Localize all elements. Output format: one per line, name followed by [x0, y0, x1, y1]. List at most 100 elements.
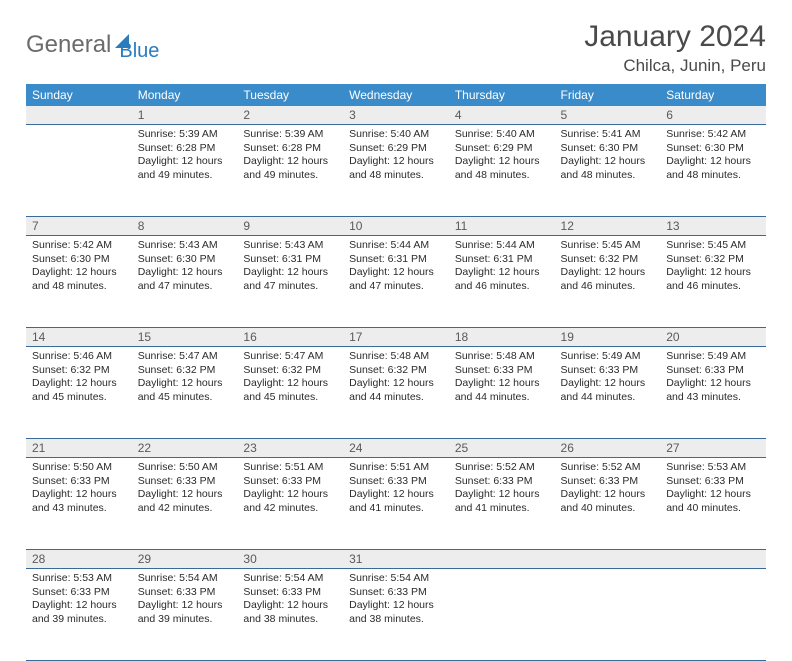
day-body-cell: Sunrise: 5:39 AMSunset: 6:28 PMDaylight:… [237, 125, 343, 217]
day-detail: Sunrise: 5:54 AMSunset: 6:33 PMDaylight:… [132, 569, 238, 633]
day-number-cell: 14 [26, 328, 132, 347]
day-number-cell: 1 [132, 106, 238, 125]
day-number-row: 14151617181920 [26, 328, 766, 347]
day-detail: Sunrise: 5:49 AMSunset: 6:33 PMDaylight:… [555, 347, 661, 411]
day-body-cell: Sunrise: 5:52 AMSunset: 6:33 PMDaylight:… [555, 458, 661, 550]
day-detail: Sunrise: 5:43 AMSunset: 6:30 PMDaylight:… [132, 236, 238, 300]
day-body-cell: Sunrise: 5:47 AMSunset: 6:32 PMDaylight:… [132, 347, 238, 439]
day-number-cell: 3 [343, 106, 449, 125]
logo-text-blue: Blue [119, 40, 159, 63]
day-number-cell: 13 [660, 217, 766, 236]
day-detail: Sunrise: 5:47 AMSunset: 6:32 PMDaylight:… [237, 347, 343, 411]
day-body-cell: Sunrise: 5:50 AMSunset: 6:33 PMDaylight:… [132, 458, 238, 550]
calendar-body: 123456Sunrise: 5:39 AMSunset: 6:28 PMDay… [26, 106, 766, 661]
day-name-header: Monday [132, 84, 238, 106]
day-number-cell: 30 [237, 550, 343, 569]
day-number-cell: 27 [660, 439, 766, 458]
day-body-cell: Sunrise: 5:39 AMSunset: 6:28 PMDaylight:… [132, 125, 238, 217]
day-number-cell: 25 [449, 439, 555, 458]
day-detail: Sunrise: 5:42 AMSunset: 6:30 PMDaylight:… [660, 125, 766, 189]
day-detail: Sunrise: 5:45 AMSunset: 6:32 PMDaylight:… [660, 236, 766, 300]
day-detail: Sunrise: 5:40 AMSunset: 6:29 PMDaylight:… [449, 125, 555, 189]
day-number-cell: 11 [449, 217, 555, 236]
day-detail: Sunrise: 5:51 AMSunset: 6:33 PMDaylight:… [343, 458, 449, 522]
day-number-cell: 12 [555, 217, 661, 236]
day-number-cell: 17 [343, 328, 449, 347]
day-detail: Sunrise: 5:40 AMSunset: 6:29 PMDaylight:… [343, 125, 449, 189]
title-block: January 2024 Chilca, Junin, Peru [584, 20, 766, 76]
day-detail: Sunrise: 5:52 AMSunset: 6:33 PMDaylight:… [555, 458, 661, 522]
day-body-cell: Sunrise: 5:54 AMSunset: 6:33 PMDaylight:… [343, 569, 449, 661]
day-number-row: 78910111213 [26, 217, 766, 236]
day-detail: Sunrise: 5:50 AMSunset: 6:33 PMDaylight:… [26, 458, 132, 522]
day-body-cell: Sunrise: 5:46 AMSunset: 6:32 PMDaylight:… [26, 347, 132, 439]
day-number-cell [555, 550, 661, 569]
day-body-cell: Sunrise: 5:43 AMSunset: 6:30 PMDaylight:… [132, 236, 238, 328]
day-detail: Sunrise: 5:45 AMSunset: 6:32 PMDaylight:… [555, 236, 661, 300]
day-detail: Sunrise: 5:54 AMSunset: 6:33 PMDaylight:… [237, 569, 343, 633]
day-detail: Sunrise: 5:54 AMSunset: 6:33 PMDaylight:… [343, 569, 449, 633]
day-name-header: Sunday [26, 84, 132, 106]
day-number-cell [449, 550, 555, 569]
month-title: January 2024 [584, 20, 766, 54]
day-body-cell [555, 569, 661, 661]
day-detail: Sunrise: 5:44 AMSunset: 6:31 PMDaylight:… [449, 236, 555, 300]
day-number-cell: 4 [449, 106, 555, 125]
day-body-cell: Sunrise: 5:49 AMSunset: 6:33 PMDaylight:… [660, 347, 766, 439]
day-body-cell: Sunrise: 5:53 AMSunset: 6:33 PMDaylight:… [660, 458, 766, 550]
day-detail: Sunrise: 5:42 AMSunset: 6:30 PMDaylight:… [26, 236, 132, 300]
day-number-cell [660, 550, 766, 569]
week-row: Sunrise: 5:46 AMSunset: 6:32 PMDaylight:… [26, 347, 766, 439]
day-detail: Sunrise: 5:46 AMSunset: 6:32 PMDaylight:… [26, 347, 132, 411]
day-body-cell: Sunrise: 5:48 AMSunset: 6:32 PMDaylight:… [343, 347, 449, 439]
day-number-cell: 10 [343, 217, 449, 236]
day-body-cell: Sunrise: 5:48 AMSunset: 6:33 PMDaylight:… [449, 347, 555, 439]
day-body-cell: Sunrise: 5:51 AMSunset: 6:33 PMDaylight:… [343, 458, 449, 550]
day-number-cell: 23 [237, 439, 343, 458]
day-body-cell: Sunrise: 5:44 AMSunset: 6:31 PMDaylight:… [449, 236, 555, 328]
location-text: Chilca, Junin, Peru [584, 56, 766, 76]
day-number-cell: 8 [132, 217, 238, 236]
day-body-cell: Sunrise: 5:40 AMSunset: 6:29 PMDaylight:… [343, 125, 449, 217]
day-number-cell: 24 [343, 439, 449, 458]
day-name-header: Wednesday [343, 84, 449, 106]
day-number-cell: 26 [555, 439, 661, 458]
day-body-cell [26, 125, 132, 217]
week-row: Sunrise: 5:39 AMSunset: 6:28 PMDaylight:… [26, 125, 766, 217]
day-detail: Sunrise: 5:50 AMSunset: 6:33 PMDaylight:… [132, 458, 238, 522]
day-name-header: Tuesday [237, 84, 343, 106]
logo-text-general: General [26, 31, 111, 59]
day-body-cell: Sunrise: 5:54 AMSunset: 6:33 PMDaylight:… [237, 569, 343, 661]
day-number-cell: 20 [660, 328, 766, 347]
day-body-cell: Sunrise: 5:40 AMSunset: 6:29 PMDaylight:… [449, 125, 555, 217]
week-row: Sunrise: 5:50 AMSunset: 6:33 PMDaylight:… [26, 458, 766, 550]
day-detail: Sunrise: 5:43 AMSunset: 6:31 PMDaylight:… [237, 236, 343, 300]
day-detail: Sunrise: 5:53 AMSunset: 6:33 PMDaylight:… [26, 569, 132, 633]
day-number-cell [26, 106, 132, 125]
day-name-header: Friday [555, 84, 661, 106]
day-body-cell: Sunrise: 5:45 AMSunset: 6:32 PMDaylight:… [555, 236, 661, 328]
day-body-cell: Sunrise: 5:50 AMSunset: 6:33 PMDaylight:… [26, 458, 132, 550]
day-body-cell: Sunrise: 5:49 AMSunset: 6:33 PMDaylight:… [555, 347, 661, 439]
day-detail: Sunrise: 5:41 AMSunset: 6:30 PMDaylight:… [555, 125, 661, 189]
day-body-cell: Sunrise: 5:42 AMSunset: 6:30 PMDaylight:… [660, 125, 766, 217]
day-detail: Sunrise: 5:48 AMSunset: 6:32 PMDaylight:… [343, 347, 449, 411]
day-number-cell: 9 [237, 217, 343, 236]
day-number-cell: 22 [132, 439, 238, 458]
day-number-row: 21222324252627 [26, 439, 766, 458]
day-number-cell: 6 [660, 106, 766, 125]
day-body-cell [449, 569, 555, 661]
day-body-cell: Sunrise: 5:44 AMSunset: 6:31 PMDaylight:… [343, 236, 449, 328]
day-detail: Sunrise: 5:53 AMSunset: 6:33 PMDaylight:… [660, 458, 766, 522]
day-body-cell: Sunrise: 5:41 AMSunset: 6:30 PMDaylight:… [555, 125, 661, 217]
day-body-cell: Sunrise: 5:45 AMSunset: 6:32 PMDaylight:… [660, 236, 766, 328]
day-body-cell: Sunrise: 5:54 AMSunset: 6:33 PMDaylight:… [132, 569, 238, 661]
day-names-row: SundayMondayTuesdayWednesdayThursdayFrid… [26, 84, 766, 106]
day-number-cell: 21 [26, 439, 132, 458]
day-body-cell: Sunrise: 5:47 AMSunset: 6:32 PMDaylight:… [237, 347, 343, 439]
day-detail: Sunrise: 5:49 AMSunset: 6:33 PMDaylight:… [660, 347, 766, 411]
day-detail: Sunrise: 5:47 AMSunset: 6:32 PMDaylight:… [132, 347, 238, 411]
day-number-cell: 28 [26, 550, 132, 569]
day-detail: Sunrise: 5:51 AMSunset: 6:33 PMDaylight:… [237, 458, 343, 522]
day-number-cell: 15 [132, 328, 238, 347]
